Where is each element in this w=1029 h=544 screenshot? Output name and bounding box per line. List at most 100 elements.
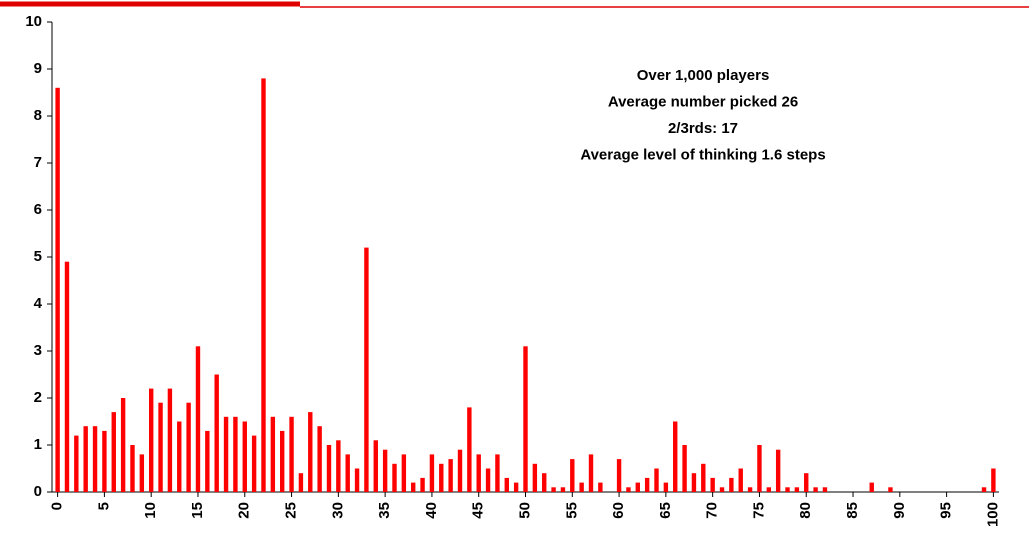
x-tick-label: 85 [844, 502, 861, 519]
bar [495, 454, 500, 492]
bar [747, 487, 753, 492]
bar [345, 454, 350, 492]
bar [775, 449, 781, 492]
bar [148, 388, 154, 492]
annotation: Average number picked 26 [608, 93, 798, 110]
bar [92, 426, 98, 492]
bar [373, 440, 378, 492]
x-tick-label: 20 [236, 502, 253, 519]
bar [981, 487, 987, 492]
bar [888, 487, 893, 492]
x-tick-label: 15 [189, 502, 206, 519]
bar [513, 482, 519, 492]
y-tick-label: 3 [34, 342, 42, 359]
bar [336, 440, 341, 492]
y-tick-label: 8 [34, 107, 42, 124]
bar [467, 407, 472, 492]
x-tick-label: 65 [657, 502, 674, 519]
bar [308, 412, 313, 492]
annotation: Over 1,000 players [637, 67, 770, 84]
bar [420, 477, 425, 492]
bar [242, 421, 247, 492]
bar [719, 487, 725, 492]
bar [682, 445, 687, 492]
bar [560, 487, 566, 492]
x-tick-label: 35 [376, 502, 393, 519]
bar [691, 473, 697, 492]
x-tick-label: 75 [750, 502, 767, 519]
bar [186, 402, 191, 492]
bar [766, 487, 772, 492]
bar [448, 459, 453, 492]
bar [644, 477, 650, 492]
x-tick-label: 5 [95, 502, 112, 510]
y-tick-label: 9 [34, 60, 42, 77]
bar [270, 416, 276, 492]
bar [551, 487, 556, 492]
bar [476, 454, 481, 492]
bar [279, 430, 285, 492]
bar [588, 454, 594, 492]
bar [635, 482, 640, 492]
bar [598, 482, 603, 492]
bar [813, 487, 818, 492]
bar [401, 454, 407, 492]
x-tick-label: 70 [704, 502, 721, 519]
x-tick-label: 60 [610, 502, 627, 519]
bar [794, 487, 800, 492]
x-tick-label: 55 [563, 502, 580, 519]
x-tick-label: 100 [984, 502, 1001, 527]
bar [570, 459, 575, 492]
bar [411, 482, 416, 492]
bar [289, 416, 294, 492]
bar [757, 445, 762, 492]
bar [158, 402, 163, 492]
bar [354, 468, 360, 492]
bar [233, 416, 238, 492]
bar [673, 421, 678, 492]
bar [195, 346, 201, 492]
bar [485, 468, 491, 492]
bar [167, 388, 173, 492]
bar [804, 473, 809, 492]
x-tick-label: 90 [891, 502, 908, 519]
bar [785, 487, 790, 492]
x-tick-label: 80 [797, 502, 814, 519]
bar [579, 482, 584, 492]
bar [214, 374, 219, 492]
bar [822, 487, 828, 492]
bar [130, 445, 135, 492]
annotation: Average level of thinking 1.6 steps [580, 146, 825, 163]
bar [616, 459, 622, 492]
x-tick-label: 25 [283, 502, 300, 519]
bar [991, 468, 996, 492]
bar [55, 87, 60, 493]
bar [326, 445, 332, 492]
annotation: 2/3rds: 17 [668, 120, 738, 137]
bar [457, 449, 463, 492]
y-tick-label: 4 [34, 295, 43, 312]
y-tick-label: 6 [34, 201, 42, 218]
y-tick-label: 0 [34, 483, 42, 500]
bar [364, 247, 369, 492]
bar [392, 463, 397, 492]
y-tick-label: 2 [34, 389, 42, 406]
x-tick-label: 50 [516, 502, 533, 519]
bar [205, 430, 210, 492]
bar [64, 261, 70, 492]
bar [317, 426, 322, 492]
bar [382, 449, 388, 492]
bar [504, 477, 509, 492]
y-tick-label: 7 [34, 154, 42, 171]
bar [532, 463, 538, 492]
bar [738, 468, 743, 492]
bar [111, 412, 116, 492]
bar [223, 416, 229, 492]
bar [710, 477, 715, 492]
bar [261, 78, 266, 493]
y-tick-label: 5 [34, 248, 42, 265]
bar [429, 454, 435, 492]
bar [102, 430, 107, 492]
